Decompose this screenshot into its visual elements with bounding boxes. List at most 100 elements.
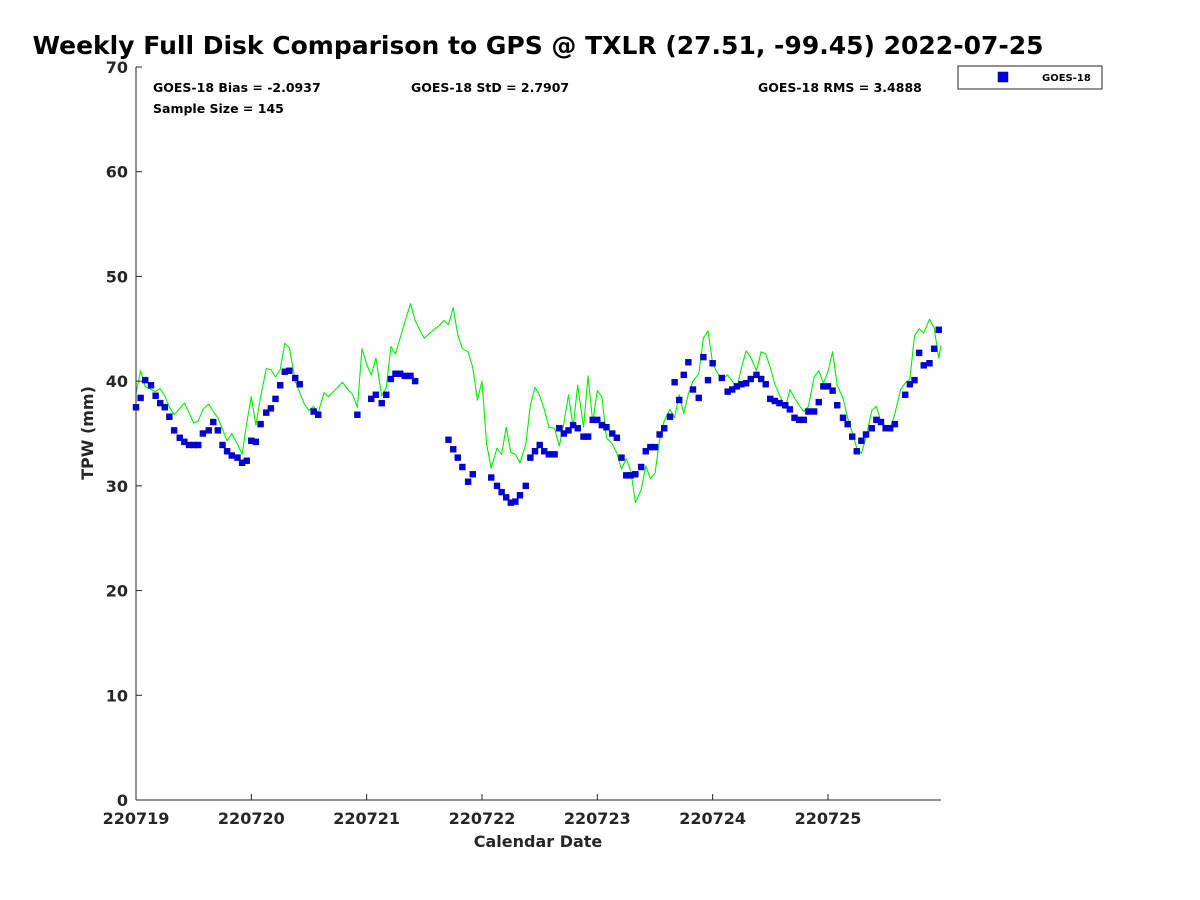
goes18-data-point [137, 394, 144, 402]
y-tick-label: 70 [106, 58, 128, 77]
goes18-data-point [267, 405, 275, 412]
goes18-data-point [834, 402, 841, 409]
goes18-data-point [632, 471, 639, 478]
y-tick-label: 0 [117, 791, 128, 810]
goes18-data-point [411, 377, 419, 385]
x-axis-label: Calendar Date [474, 832, 603, 851]
goes18-data-point [387, 375, 395, 383]
goes18-data-point [257, 420, 264, 428]
series-line-layer [135, 303, 942, 504]
goes18-data-point [170, 427, 178, 434]
x-tick-label: 220719 [103, 809, 170, 828]
std-stat: GOES-18 StD = 2.7907 [411, 80, 569, 95]
goes18-data-point [926, 360, 933, 367]
goes18-data-point [877, 418, 885, 426]
goes18-data-point [930, 345, 938, 352]
goes18-data-point [454, 454, 461, 461]
goes18-data-point [613, 434, 621, 441]
goes18-data-point [815, 398, 822, 406]
rms-stat: GOES-18 RMS = 3.4888 [758, 80, 922, 95]
goes18-data-point [920, 362, 927, 369]
y-tick-label: 20 [106, 582, 128, 601]
goes18-data-point [493, 482, 501, 490]
goes18-data-point [263, 409, 270, 416]
goes18-data-point [753, 371, 760, 379]
sample-size-stat: Sample Size = 145 [153, 101, 284, 116]
goes18-data-point [450, 446, 457, 453]
goes18-data-point [709, 360, 716, 367]
goes18-data-point [776, 399, 783, 407]
legend-label-goes18: GOES-18 [1042, 73, 1091, 84]
goes18-data-point [747, 375, 754, 383]
goes18-data-point [469, 471, 476, 478]
goes18-data-point [695, 394, 702, 402]
goes18-data-point [527, 454, 534, 461]
goes18-data-point [551, 451, 558, 458]
y-tick-label: 50 [106, 267, 128, 286]
goes18-data-point [853, 448, 860, 455]
goes18-data-point [618, 454, 625, 461]
y-tick-label: 10 [106, 686, 128, 705]
goes18-data-point [161, 404, 169, 411]
plot-area [136, 67, 941, 800]
goes18-data-point [603, 424, 610, 431]
goes18-data-point [858, 437, 865, 444]
x-tick-label: 220720 [218, 809, 285, 828]
goes18-data-point [141, 376, 149, 384]
goes18-data-point [609, 430, 616, 437]
goes18-data-point [292, 374, 299, 382]
y-axis-label: TPW (mm) [78, 386, 97, 480]
y-ticks: 0 10 20 30 40 50 60 70 [106, 58, 142, 810]
goes18-data-point [522, 482, 529, 490]
goes18-data-point [810, 408, 818, 415]
x-tick-label: 220721 [333, 809, 400, 828]
goes18-data-point [199, 430, 207, 437]
goes18-data-point [166, 413, 173, 420]
goes18-data-point [503, 494, 510, 501]
goes18-data-point [651, 443, 659, 451]
goes18-data-point [277, 382, 284, 389]
goes18-data-point [661, 425, 668, 432]
goes18-data-point [156, 399, 164, 407]
goes18-data-point [488, 474, 495, 481]
goes18-data-point [272, 395, 279, 403]
goes18-data-point [868, 425, 875, 432]
goes18-data-point [935, 326, 942, 333]
bias-stat: GOES-18 Bias = -2.0937 [153, 80, 321, 95]
goes18-data-point [152, 392, 159, 399]
goes18-data-point [839, 414, 847, 421]
goes18-data-point [805, 408, 812, 415]
goes18-data-point [252, 438, 260, 446]
goes18-data-point [676, 396, 683, 404]
goes18-data-point [512, 498, 519, 505]
goes18-data-point [556, 425, 563, 432]
goes18-data-point [574, 425, 581, 432]
goes18-data-point [700, 353, 707, 361]
goes18-data-point [849, 433, 856, 440]
goes18-data-point [862, 431, 870, 438]
chart-title: Weekly Full Disk Comparison to GPS @ TXL… [32, 31, 1043, 60]
goes18-data-point [228, 452, 235, 459]
goes18-data-point [844, 420, 851, 428]
goes18-data-point [704, 376, 712, 384]
legend: GOES-18 [957, 65, 1103, 90]
goes18-data-point [584, 433, 592, 440]
goes18-data-point [147, 382, 155, 389]
goes18-data-point [296, 381, 303, 388]
goes18-data-point [762, 381, 769, 388]
legend-marker-goes18 [997, 71, 1009, 83]
goes18-data-point [800, 416, 807, 424]
goes18-data-point [906, 381, 914, 388]
goes18-data-point [516, 492, 524, 499]
goes18-data-point [407, 372, 414, 380]
goes18-data-point [536, 441, 543, 449]
x-ticks: 220719 220720 220721 220722 220723 220724 2207… [103, 794, 861, 828]
goes18-data-point [637, 463, 645, 471]
goes18-data-point [911, 376, 918, 384]
goes18-data-point [565, 427, 572, 434]
goes18-data-point [594, 416, 601, 424]
goes18-data-point [459, 463, 466, 471]
goes18-data-point [310, 408, 317, 415]
goes18-data-point [368, 395, 375, 403]
